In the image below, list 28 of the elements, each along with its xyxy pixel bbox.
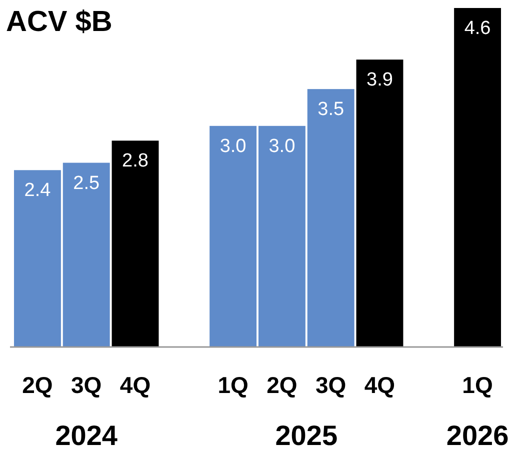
x-tick-label: 3Q — [316, 372, 346, 398]
x-tick-label: 4Q — [120, 372, 151, 398]
bar — [112, 140, 159, 347]
bar — [454, 8, 501, 347]
x-tick-label: 3Q — [71, 372, 102, 398]
x-tick-label: 4Q — [364, 372, 396, 398]
data-label: 2.4 — [24, 180, 52, 202]
data-label: 3.0 — [220, 136, 246, 157]
data-label: 3.0 — [268, 136, 296, 157]
data-label: 3.9 — [366, 70, 393, 91]
x-tick-label: 2Q — [266, 372, 298, 398]
x-tick-label: 2Q — [22, 372, 53, 398]
text: 2026 — [446, 420, 509, 451]
x-tick-label: 1Q — [462, 372, 493, 398]
bar — [258, 126, 306, 347]
data-label: 2.5 — [73, 172, 100, 194]
x-tick-label: 1Q — [218, 372, 248, 398]
data-label: 3.5 — [318, 99, 344, 120]
data-label: 2.8 — [122, 150, 148, 172]
text: 2025 — [275, 420, 338, 451]
bar — [307, 89, 354, 347]
data-label: 4.6 — [464, 18, 491, 39]
text: 2024 — [55, 420, 118, 451]
chart-title: ACV $B — [6, 6, 112, 38]
bar — [356, 60, 404, 347]
bar — [62, 162, 110, 347]
bar — [210, 126, 257, 347]
bar — [14, 170, 61, 347]
